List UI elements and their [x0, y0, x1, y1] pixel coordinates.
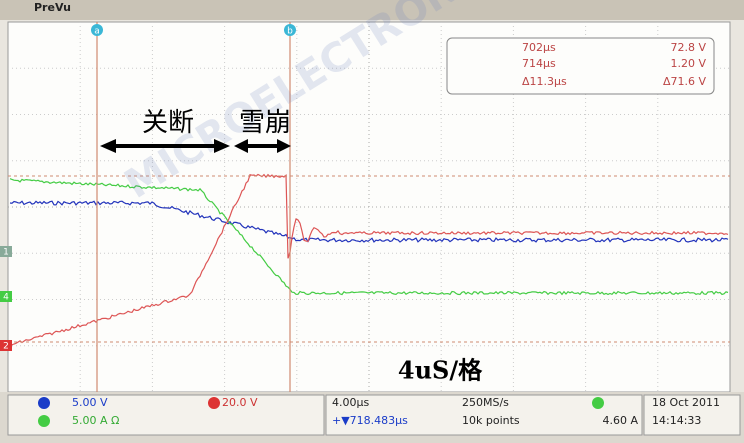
- ch1-badge: [38, 397, 50, 409]
- cursor-a-label: a: [94, 27, 100, 37]
- vertical-panel: [8, 395, 324, 435]
- oscilloscope-screen: PreVu a b 702µs 72.8 V 714µs 1.20 V Δ11.…: [0, 0, 744, 443]
- readout-delta-value: Δ71.6 V: [663, 75, 707, 88]
- readout-time: 714µs: [522, 57, 556, 70]
- readout-delta-time: Δ11.3µs: [522, 75, 567, 88]
- date: 18 Oct 2011: [652, 396, 720, 409]
- ch2-marker-label: 2: [3, 342, 9, 352]
- cursor-b-label: b: [287, 27, 293, 37]
- sample-rate: 250MS/s: [462, 396, 509, 409]
- ch4-scale: 5.00 A Ω: [72, 414, 119, 427]
- time-scale-note: 4uS/格: [398, 356, 483, 385]
- ch1-marker-label: 1: [3, 248, 9, 258]
- mode-label: PreVu: [34, 1, 71, 14]
- horizontal-position: +▼718.483µs: [332, 414, 408, 427]
- readout-value: 1.20 V: [670, 57, 706, 70]
- annotation: 关断: [142, 108, 194, 138]
- time: 14:14:33: [652, 414, 701, 427]
- ch2-scale: 20.0 V: [222, 396, 258, 409]
- time-scale: 4.00µs: [332, 396, 369, 409]
- annotation: 雪崩: [239, 108, 291, 138]
- ch1-scale: 5.00 V: [72, 396, 108, 409]
- trigger-level: 4.60 A: [602, 414, 638, 427]
- readout-value: 72.8 V: [670, 41, 706, 54]
- status-fields: 5.00 V 20.0 V 5.00 A Ω 4.00µs +▼718.483µ…: [8, 395, 740, 435]
- trigger-source-badge: [592, 397, 604, 409]
- ch2-badge: [208, 397, 220, 409]
- readout-time: 702µs: [522, 41, 556, 54]
- ch4-badge: [38, 415, 50, 427]
- record-length: 10k points: [462, 414, 520, 427]
- ch4-marker-label: 4: [3, 293, 9, 303]
